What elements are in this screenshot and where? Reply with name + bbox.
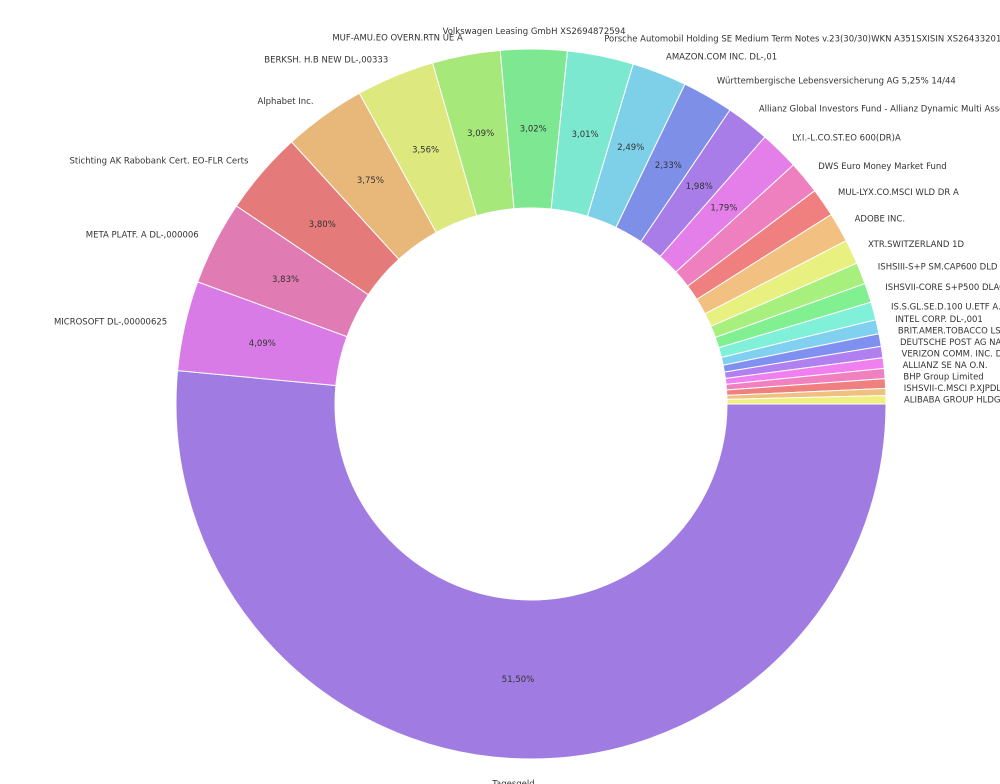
slice-label: INTEL CORP. DL-,001 xyxy=(895,315,983,325)
slice-value-label: 3,01% xyxy=(572,130,599,140)
slice-label: Allianz Global Investors Fund - Allianz … xyxy=(759,105,1000,115)
slice-label: Alphabet Inc. xyxy=(257,97,313,107)
slice-value-label: 3,09% xyxy=(467,129,494,139)
slice-label: BRIT.AMER.TOBACCO LS-,25 xyxy=(898,327,1000,337)
slice-label: BERKSH. H.B NEW DL-,00333 xyxy=(264,55,388,65)
slice-label: ALIBABA GROUP HLDG LTD xyxy=(904,396,1000,406)
slice-0[interactable] xyxy=(175,370,887,760)
slice-label: MUF-AMU.EO OVERN.RTN UE A xyxy=(332,33,463,43)
slice-label: Württembergische Lebensversicherung AG 5… xyxy=(717,77,956,87)
slice-label: ISHSVII-CORE S+P500 DLACC xyxy=(885,283,1000,293)
slice-value-label: 3,80% xyxy=(309,220,336,230)
slice-label: ALLIANZ SE NA O.N. xyxy=(903,361,988,371)
slice-value-label: 1,98% xyxy=(686,182,713,192)
slice-label: IS.S.GL.SE.D.100 U.ETF A. xyxy=(891,302,1000,312)
slice-label: MICROSOFT DL-,00000625 xyxy=(54,318,167,328)
slice-label: DEUTSCHE POST AG NA O.N. xyxy=(900,338,1000,348)
slice-label: Porsche Automobil Holding SE Medium Term… xyxy=(604,34,1000,44)
slice-label: DWS Euro Money Market Fund xyxy=(818,162,946,172)
slice-value-label: 51,50% xyxy=(502,675,534,685)
slice-label: ADOBE INC. xyxy=(855,214,905,224)
slice-value-label: 3,83% xyxy=(272,275,299,285)
slice-value-label: 4,09% xyxy=(249,339,276,349)
slice-label: META PLATF. A DL-,000006 xyxy=(86,231,199,241)
slice-label: AMAZON.COM INC. DL-,01 xyxy=(666,52,777,62)
slice-value-label: 1,79% xyxy=(710,203,737,213)
slice-label: Stichting AK Rabobank Cert. EO-FLR Certs xyxy=(69,157,249,167)
slice-label: ISHSIII-S+P SM.CAP600 DLD xyxy=(878,263,998,273)
slice-label: Tagesgeld xyxy=(491,780,534,784)
slice-label: MUL-LYX.CO.MSCI WLD DR A xyxy=(838,188,959,198)
slice-label: LY.I.-L.CO.ST.EO 600(DR)A xyxy=(792,134,901,144)
slice-label: Volkswagen Leasing GmbH XS2694872594 xyxy=(443,27,626,37)
slice-value-label: 2,49% xyxy=(617,143,644,153)
slice-value-label: 3,02% xyxy=(520,125,547,135)
slice-value-label: 3,56% xyxy=(412,145,439,155)
slice-value-label: 3,75% xyxy=(357,176,384,186)
slice-label: ISHSVII-C.MSCI P.XJPDLACC xyxy=(904,384,1000,394)
slice-27[interactable] xyxy=(726,395,887,405)
slice-label: XTR.SWITZERLAND 1D xyxy=(868,240,965,250)
slice-value-label: 2,33% xyxy=(655,161,682,171)
slice-label: BHP Group Limited xyxy=(903,373,983,383)
slice-label: VERIZON COMM. INC. DL-,10 xyxy=(902,350,1000,360)
